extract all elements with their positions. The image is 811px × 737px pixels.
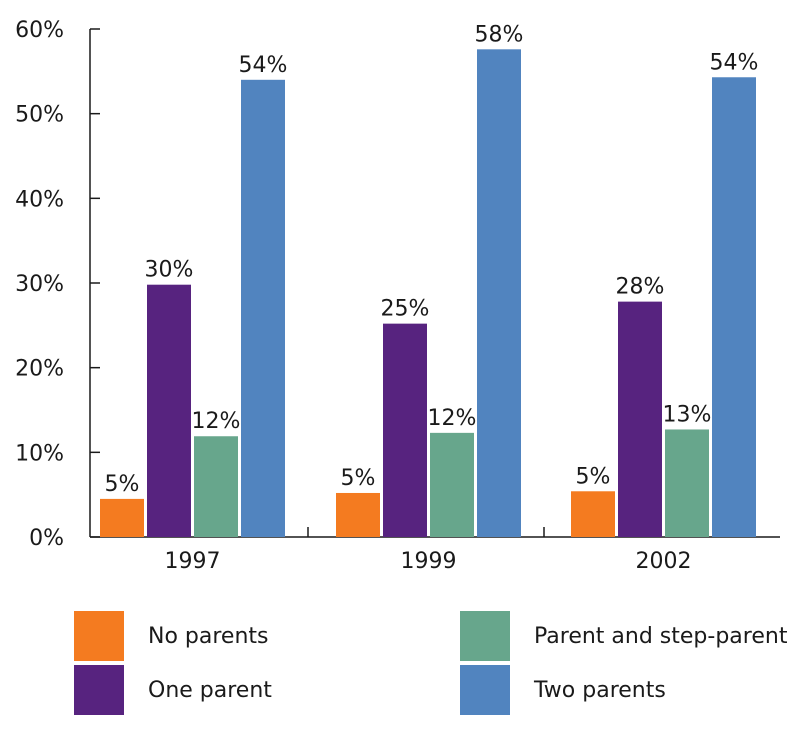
y-tick-label: 40% bbox=[15, 187, 64, 212]
bar bbox=[430, 432, 474, 537]
y-tick-label: 60% bbox=[15, 18, 64, 43]
bar bbox=[336, 492, 380, 537]
x-category-label: 1999 bbox=[401, 549, 457, 574]
bar-value-label: 5% bbox=[576, 464, 611, 489]
bar-value-label: 25% bbox=[381, 297, 430, 322]
bar bbox=[665, 429, 709, 537]
y-tick-label: 0% bbox=[29, 526, 64, 551]
bar bbox=[618, 301, 662, 537]
y-tick-label: 50% bbox=[15, 103, 64, 128]
bar bbox=[712, 77, 756, 537]
bar-value-label: 58% bbox=[475, 22, 524, 47]
bar-value-label: 54% bbox=[710, 50, 759, 75]
bar-value-label: 12% bbox=[428, 406, 477, 431]
y-tick-label: 20% bbox=[15, 357, 64, 382]
bar-value-label: 12% bbox=[192, 409, 241, 434]
bar-value-label: 5% bbox=[105, 472, 140, 497]
bar-value-label: 30% bbox=[145, 258, 194, 283]
y-axis-ticks: 0% 10% 20% 30% 40% 50% 60% bbox=[15, 18, 100, 551]
x-category-label: 1997 bbox=[165, 549, 221, 574]
x-axis-ticks: 1997 1999 2002 bbox=[165, 527, 692, 574]
bars bbox=[100, 49, 756, 538]
x-category-label: 2002 bbox=[636, 549, 692, 574]
bar bbox=[194, 436, 238, 537]
bar bbox=[477, 49, 521, 537]
y-tick-label: 10% bbox=[15, 441, 64, 466]
bar bbox=[100, 498, 144, 537]
bar bbox=[571, 491, 615, 537]
y-tick-label: 30% bbox=[15, 272, 64, 297]
bar bbox=[383, 323, 427, 537]
data-labels: 5% 5% 5% 30% 25% 28% 12% 12% 13% 54% 58% 54% bbox=[105, 22, 759, 497]
bar-value-label: 13% bbox=[663, 402, 712, 427]
bar-value-label: 28% bbox=[616, 275, 665, 300]
bar bbox=[241, 79, 285, 538]
bar-value-label: 54% bbox=[239, 53, 288, 78]
bar bbox=[147, 284, 191, 537]
bar-value-label: 5% bbox=[341, 466, 376, 491]
